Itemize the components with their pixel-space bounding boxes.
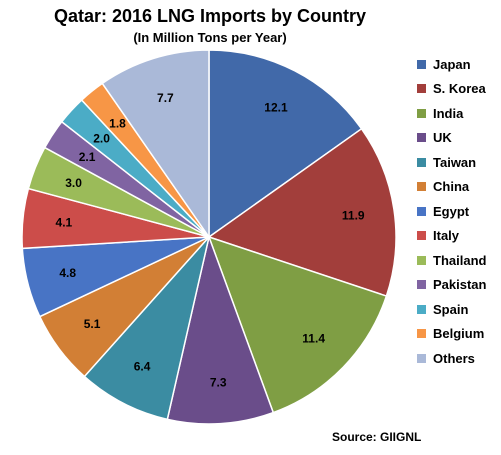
pie-slice-taiwan xyxy=(83,236,210,421)
data-label-japan: 12.1 xyxy=(264,100,288,114)
legend-swatch-taiwan xyxy=(417,157,426,167)
pie-slice-japan xyxy=(208,49,363,239)
legend-item-india: India xyxy=(417,101,486,126)
data-label-india: 11.4 xyxy=(302,332,325,346)
legend-label-china: China xyxy=(433,179,470,195)
legend-item-uk: UK xyxy=(417,126,486,151)
legend-item-belgium: Belgium xyxy=(417,322,486,347)
legend-swatch-india xyxy=(417,108,426,118)
data-label-belgium: 1.8 xyxy=(109,116,126,130)
legend-label-others: Others xyxy=(433,350,475,366)
legend-swatch-egypt xyxy=(417,206,426,216)
legend-swatch-uk xyxy=(417,133,426,143)
chart-legend: Japan S. Korea India UK Taiwan China Egypt Ital… xyxy=(417,52,486,371)
data-label-egypt: 4.8 xyxy=(59,266,76,280)
data-label-taiwan: 6.4 xyxy=(134,360,151,374)
pie-slice-others xyxy=(101,49,210,240)
legend-label-taiwan: Taiwan xyxy=(433,154,477,170)
legend-item-others: Others xyxy=(417,346,486,371)
legend-swatch-italy xyxy=(417,231,426,241)
legend-item-pakistan: Pakistan xyxy=(417,273,486,298)
legend-swatch-thailand xyxy=(417,255,426,265)
chart-source: Source: GIIGNL xyxy=(332,430,422,444)
data-label-s-korea: 11.9 xyxy=(342,209,365,223)
legend-item-japan: Japan xyxy=(417,52,486,77)
pie-slice-india xyxy=(207,235,388,414)
legend-item-italy: Italy xyxy=(417,224,486,249)
legend-swatch-spain xyxy=(417,304,426,314)
legend-swatch-china xyxy=(417,182,426,192)
data-label-spain: 2.0 xyxy=(93,131,110,145)
legend-label-s-korea: S. Korea xyxy=(433,81,486,97)
pie-slice-uk xyxy=(166,234,275,425)
legend-swatch-s-korea xyxy=(417,84,426,94)
legend-label-thailand: Thailand xyxy=(433,252,487,268)
pie-slice-s-korea xyxy=(207,127,397,297)
data-label-uk: 7.3 xyxy=(210,376,227,390)
legend-label-pakistan: Pakistan xyxy=(433,277,487,293)
legend-item-s-korea: S. Korea xyxy=(417,77,486,102)
legend-label-japan: Japan xyxy=(433,56,471,72)
data-label-thailand: 3.0 xyxy=(65,176,82,190)
legend-label-belgium: Belgium xyxy=(433,326,485,342)
legend-swatch-japan xyxy=(417,59,426,69)
chart-title: Qatar: 2016 LNG Imports by Country xyxy=(53,6,367,26)
legend-item-thailand: Thailand xyxy=(417,248,486,273)
legend-label-spain: Spain xyxy=(433,301,469,317)
legend-item-egypt: Egypt xyxy=(417,199,486,224)
legend-item-china: China xyxy=(417,175,486,200)
legend-swatch-pakistan xyxy=(417,280,426,290)
legend-item-spain: Spain xyxy=(417,297,486,322)
data-label-others: 7.7 xyxy=(157,91,174,105)
data-label-china: 5.1 xyxy=(84,317,101,331)
data-label-italy: 4.1 xyxy=(56,215,73,229)
legend-label-india: India xyxy=(433,105,464,121)
chart-subtitle: (In Million Tons per Year) xyxy=(133,30,287,45)
data-label-pakistan: 2.1 xyxy=(79,150,96,164)
legend-label-italy: Italy xyxy=(433,228,460,244)
legend-swatch-others xyxy=(417,353,426,363)
legend-item-taiwan: Taiwan xyxy=(417,150,486,175)
legend-swatch-belgium xyxy=(417,329,426,339)
legend-label-egypt: Egypt xyxy=(433,203,470,219)
legend-label-uk: UK xyxy=(433,130,452,146)
